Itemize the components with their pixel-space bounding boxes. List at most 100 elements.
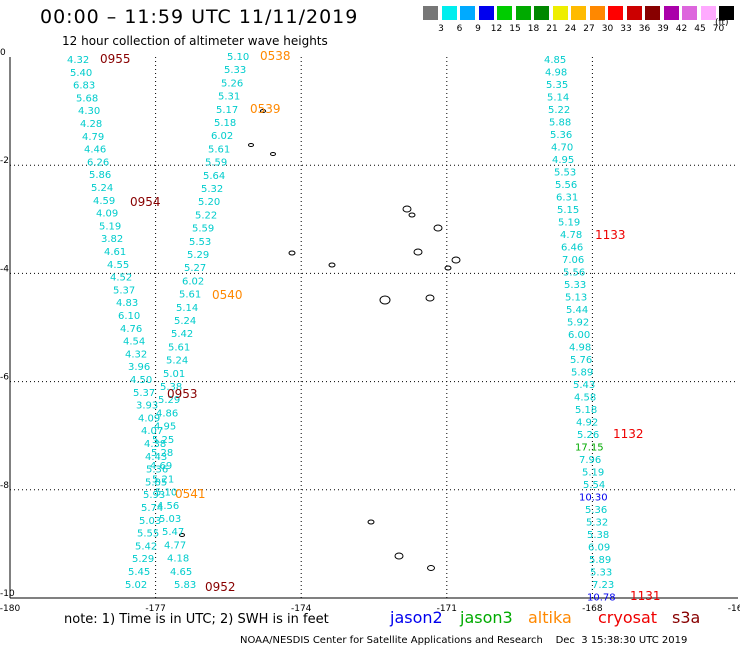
y-axis-label: 0 <box>0 48 6 58</box>
track-time-label: 0539 <box>250 102 281 116</box>
mission-jason3: jason3 <box>460 608 513 627</box>
wave-height-value: 5.24 <box>91 183 113 194</box>
island-outline <box>408 212 416 218</box>
wave-height-value: 5.37 <box>133 388 155 399</box>
wave-height-value: 5.53 <box>554 168 576 179</box>
island-outline <box>328 262 336 268</box>
wave-height-value: 5.17 <box>216 105 238 116</box>
legend-swatch <box>441 6 457 20</box>
wave-height-value: 6.02 <box>211 131 233 142</box>
island-outline <box>260 109 266 113</box>
legend-label: 6 <box>456 24 463 34</box>
wave-height-value: 5.93 <box>143 490 165 501</box>
wave-height-value: 4.58 <box>574 393 596 404</box>
wave-height-value: 5.42 <box>171 329 193 340</box>
wave-height-value: 4.83 <box>116 298 138 309</box>
wave-height-value: 5.85 <box>145 477 167 488</box>
wave-height-value: 4.18 <box>167 554 189 565</box>
x-axis-label: -165 <box>728 604 740 614</box>
legend-swatch <box>552 6 568 20</box>
legend-label: 12 <box>490 24 503 34</box>
wave-height-value: 5.03 <box>159 514 181 525</box>
y-axis-label: -8 <box>0 481 9 491</box>
x-axis-label: -180 <box>0 604 20 614</box>
wave-height-value: 5.43 <box>573 380 595 391</box>
island-outline <box>451 256 461 264</box>
wave-height-value: 5.32 <box>586 518 608 529</box>
wave-height-value: 5.88 <box>549 118 571 129</box>
legend-swatch <box>534 6 549 20</box>
map-title: 00:00 – 11:59 UTC 11/11/2019 <box>40 6 359 28</box>
wave-height-value: 5.47 <box>162 527 184 538</box>
wave-height-value: 4.86 <box>156 408 178 419</box>
wave-height-value: 4.54 <box>123 337 145 348</box>
island-outline <box>402 205 412 213</box>
wave-height-value: 5.55 <box>137 529 159 540</box>
wave-height-value: 7.23 <box>592 580 614 591</box>
wave-height-value: 6.26 <box>87 157 109 168</box>
wave-height-value: 5.32 <box>201 184 223 195</box>
wave-height-value: 4.69 <box>150 461 172 472</box>
wave-height-value: 5.29 <box>187 250 209 261</box>
wave-height-value: 5.24 <box>174 316 196 327</box>
legend-swatch <box>700 6 716 20</box>
wave-height-value: 4.95 <box>154 422 176 433</box>
track-time-label: 0955 <box>100 52 131 66</box>
wave-height-value: 5.19 <box>558 218 580 229</box>
wave-height-value: 4.78 <box>560 230 582 241</box>
legend-label: 21 <box>546 24 558 34</box>
wave-height-value: 5.26 <box>221 78 243 89</box>
legend-label: 33 <box>620 24 632 34</box>
wave-height-value: 5.33 <box>224 65 246 76</box>
wave-height-value: 6.09 <box>588 543 610 554</box>
y-axis-labels: 0 -2 -4 -6 -8 -10 <box>0 48 15 599</box>
mission-jason2: jason2 <box>390 608 443 627</box>
wave-height-value: 5.37 <box>113 285 135 296</box>
island-outline <box>270 152 276 156</box>
wave-height-value: 5.83 <box>174 580 196 591</box>
wave-height-value: 5.33 <box>590 568 612 579</box>
legend-label: 39 <box>657 24 669 34</box>
wave-height-value: 6.02 <box>182 276 204 287</box>
legend-label: 30 <box>601 24 614 34</box>
wave-height-value: 5.33 <box>564 280 586 291</box>
wave-height-value: 5.89 <box>589 555 611 566</box>
wave-height-value: 4.85 <box>544 55 566 66</box>
wave-height-value: 4.70 <box>551 143 573 154</box>
legend-label: 15 <box>509 24 521 34</box>
wave-height-value: 5.53 <box>189 237 211 248</box>
wave-height-value: 4.92 <box>576 418 598 429</box>
island-outline <box>444 265 452 271</box>
wave-height-value: 5.86 <box>89 170 111 181</box>
wave-height-value: 5.14 <box>176 303 198 314</box>
wave-height-value: 4.32 <box>125 349 147 360</box>
color-legend: 3 6 9 12 15 18 21 24 27 30 33 36 39 42 45 70 <box>423 6 740 34</box>
legend-swatch <box>719 6 734 20</box>
map-subtitle: 12 hour collection of altimeter wave hei… <box>62 34 328 48</box>
track-time-label: 0541 <box>175 487 206 501</box>
wave-height-value: 5.01 <box>163 369 185 380</box>
legend-swatch <box>645 6 660 20</box>
wave-height-value: 3.96 <box>128 362 150 373</box>
credit-line: NOAA/NESDIS Center for Satellite Applica… <box>240 635 688 646</box>
legend-label: 24 <box>564 24 577 34</box>
wave-height-value: 4.56 <box>157 501 179 512</box>
x-axis-label: -174 <box>291 604 312 614</box>
island-outline <box>367 519 375 525</box>
wave-height-value: 5.64 <box>203 171 225 182</box>
wave-height-value: 4.98 <box>545 68 567 79</box>
track-time-label: 0952 <box>205 580 236 594</box>
x-axis-label: -168 <box>582 604 603 614</box>
legend-swatch <box>571 6 586 20</box>
wave-height-value: 5.31 <box>218 92 240 103</box>
wave-height-value: 4.65 <box>170 567 192 578</box>
wave-height-value: 5.27 <box>184 263 206 274</box>
wave-height-value: 5.40 <box>70 68 92 79</box>
wave-height-value: 4.59 <box>93 196 115 207</box>
wave-height-value: 3.93 <box>136 401 158 412</box>
wave-height-value: 4.30 <box>78 106 100 117</box>
wave-height-value: 4.79 <box>82 132 104 143</box>
mission-s3a: s3a <box>672 608 701 627</box>
wave-height-value: 5.19 <box>582 468 604 479</box>
